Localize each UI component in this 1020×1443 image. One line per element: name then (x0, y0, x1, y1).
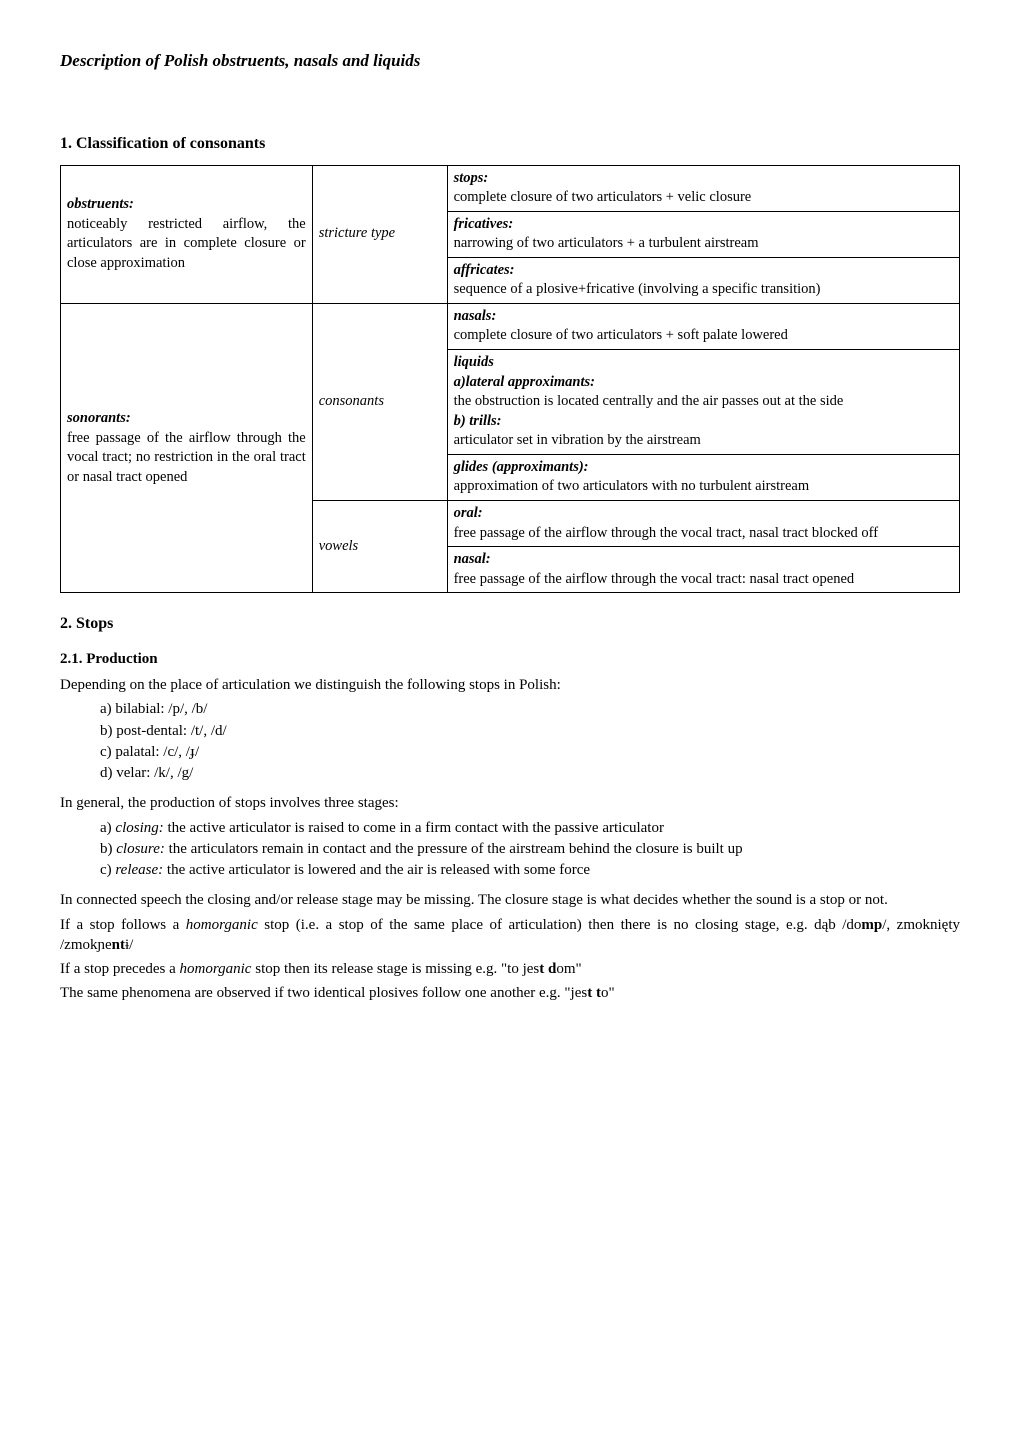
nasal-vowel-cell: nasal: free passage of the airflow throu… (447, 547, 959, 593)
paragraph: Depending on the place of articulation w… (60, 675, 960, 695)
cell-body: free passage of the airflow through the … (454, 525, 879, 541)
cell-body: approximation of two articulators with n… (454, 478, 810, 494)
affricates-cell: affricates: sequence of a plosive+fricat… (447, 257, 959, 303)
cell-body: complete closure of two articulators + s… (454, 327, 788, 343)
vowels-cell: vowels (312, 500, 447, 592)
text: ɨ/ (125, 937, 133, 953)
cell-head: obstruents: (67, 196, 134, 212)
list-text: the active articulator is lowered and th… (163, 862, 590, 878)
list-item: b) closure: the articulators remain in c… (100, 839, 960, 859)
glides-cell: glides (approximants): approximation of … (447, 454, 959, 500)
cell-body: narrowing of two articulators + a turbul… (454, 235, 759, 251)
cell-body: sequence of a plosive+fricative (involvi… (454, 281, 821, 297)
text: om" (556, 961, 581, 977)
list-item: a) closing: the active articulator is ra… (100, 818, 960, 838)
list-item: b) post-dental: /t/, /d/ (100, 721, 960, 741)
bold-phon: t d (539, 961, 556, 977)
cell-body: noticeably restricted airflow, the artic… (67, 216, 306, 271)
text: stop (i.e. a stop of the same place of a… (258, 917, 862, 933)
bold-phon: nt (112, 937, 125, 953)
cell-body: free passage of the airflow through the … (67, 430, 306, 485)
cell-head: stops: (454, 170, 489, 186)
list-italic: release: (115, 862, 163, 878)
cell-head: sonorants: (67, 410, 131, 426)
list-item: d) velar: /k/, /g/ (100, 763, 960, 783)
fricatives-cell: fricatives: narrowing of two articulator… (447, 211, 959, 257)
list-italic: closing: (115, 820, 163, 836)
bold-phon: mp (861, 917, 882, 933)
consonants-cell: consonants (312, 303, 447, 500)
classification-table: obstruents: noticeably restricted airflo… (60, 165, 960, 594)
list-text: the active articulator is raised to come… (164, 820, 664, 836)
cell-head: affricates: (454, 262, 515, 278)
text: The same phenomena are observed if two i… (60, 985, 587, 1001)
list-item: a) bilabial: /p/, /b/ (100, 699, 960, 719)
places-list: a) bilabial: /p/, /b/ b) post-dental: /t… (60, 699, 960, 783)
section-heading-1: 1. Classification of consonants (60, 133, 960, 155)
stricture-type-cell: stricture type (312, 165, 447, 303)
list-prefix: b) (100, 841, 116, 857)
italic-term: homorganic (180, 961, 252, 977)
page-title: Description of Polish obstruents, nasals… (60, 50, 960, 73)
paragraph: In connected speech the closing and/or r… (60, 890, 960, 910)
table-row: sonorants: free passage of the airflow t… (61, 303, 960, 349)
cell-head: nasal: (454, 551, 491, 567)
list-prefix: c) (100, 862, 115, 878)
cell-body: free passage of the airflow through the … (454, 571, 855, 587)
cell-head: glides (approximants): (454, 459, 589, 475)
oral-cell: oral: free passage of the airflow throug… (447, 500, 959, 546)
italic-term: homorganic (186, 917, 258, 933)
bold-phon: t t (587, 985, 601, 1001)
cell-head: nasals: (454, 308, 497, 324)
paragraph: The same phenomena are observed if two i… (60, 983, 960, 1003)
list-item: c) palatal: /c/, /ɟ/ (100, 742, 960, 762)
obstruents-cell: obstruents: noticeably restricted airflo… (61, 165, 313, 303)
stops-cell: stops: complete closure of two articulat… (447, 165, 959, 211)
cell-head: a)lateral approximants: (454, 374, 595, 390)
section-heading-2: 2. Stops (60, 613, 960, 635)
paragraph: In general, the production of stops invo… (60, 793, 960, 813)
nasals-cell: nasals: complete closure of two articula… (447, 303, 959, 349)
list-text: the articulators remain in contact and t… (165, 841, 743, 857)
text: If a stop follows a (60, 917, 186, 933)
liquids-cell: liquids a)lateral approximants: the obst… (447, 350, 959, 455)
text: If a stop precedes a (60, 961, 180, 977)
cell-head: liquids (454, 354, 494, 370)
text: o" (601, 985, 615, 1001)
text: stop then its release stage is missing e… (251, 961, 539, 977)
cell-body: articulator set in vibration by the airs… (454, 432, 701, 448)
table-row: obstruents: noticeably restricted airflo… (61, 165, 960, 211)
cell-head: oral: (454, 505, 483, 521)
cell-body: the obstruction is located centrally and… (454, 393, 844, 409)
list-item: c) release: the active articulator is lo… (100, 860, 960, 880)
list-prefix: a) (100, 820, 115, 836)
cell-body: complete closure of two articulators + v… (454, 189, 752, 205)
stages-list: a) closing: the active articulator is ra… (60, 818, 960, 881)
paragraph: If a stop precedes a homorganic stop the… (60, 959, 960, 979)
cell-head: b) trills: (454, 413, 502, 429)
sonorants-cell: sonorants: free passage of the airflow t… (61, 303, 313, 592)
paragraph: If a stop follows a homorganic stop (i.e… (60, 915, 960, 956)
cell-head: fricatives: (454, 216, 514, 232)
list-italic: closure: (116, 841, 165, 857)
subsection-heading-21: 2.1. Production (60, 649, 960, 669)
